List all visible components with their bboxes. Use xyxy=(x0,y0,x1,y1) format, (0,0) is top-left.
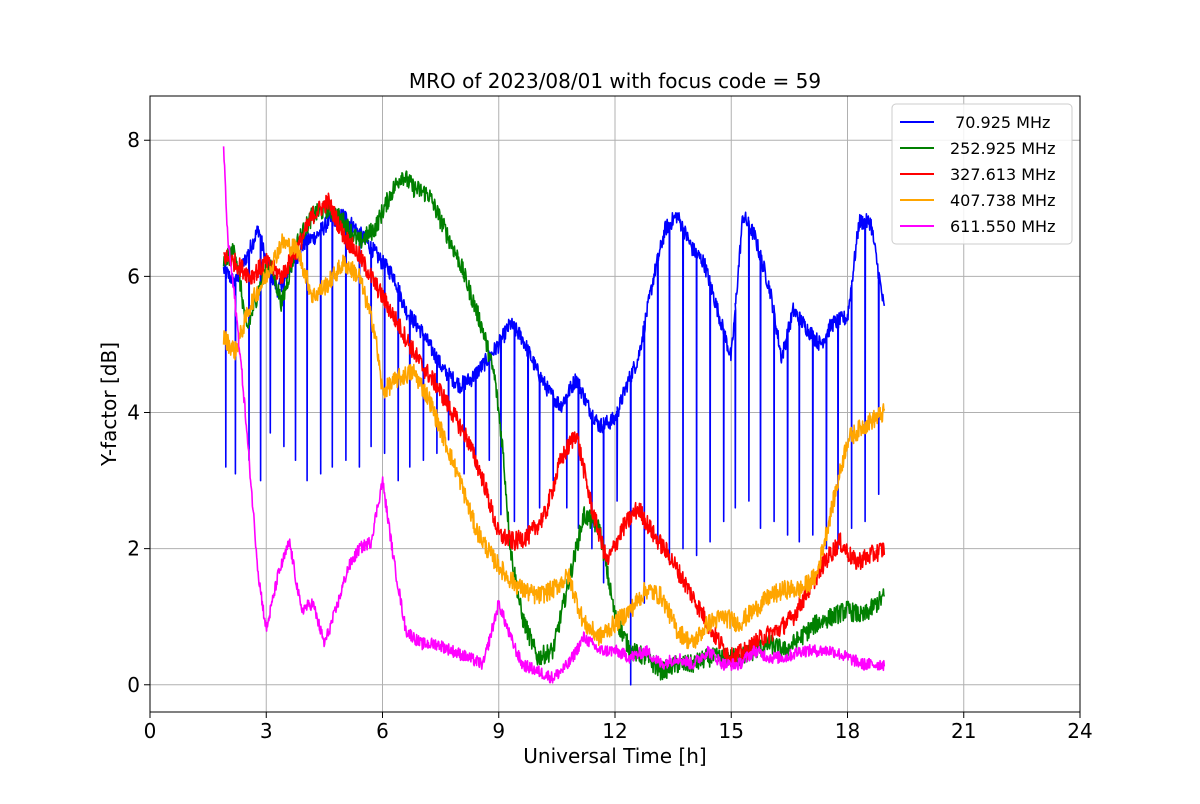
y-tick-label: 6 xyxy=(127,264,140,288)
x-tick-label: 12 xyxy=(602,719,627,743)
legend-label-2: 327.613 MHz xyxy=(950,165,1055,184)
legend-label-0: 70.925 MHz xyxy=(950,113,1050,132)
legend-box xyxy=(891,103,1073,245)
x-tick-label: 18 xyxy=(835,719,860,743)
legend-label-4: 611.550 MHz xyxy=(950,217,1055,236)
y-tick-label: 8 xyxy=(127,128,140,152)
x-tick-label: 24 xyxy=(1067,719,1092,743)
x-tick-label: 6 xyxy=(376,719,389,743)
legend-label-1: 252.925 MHz xyxy=(950,139,1055,158)
x-tick-label: 3 xyxy=(260,719,273,743)
x-tick-label: 9 xyxy=(492,719,505,743)
series-line-4 xyxy=(222,146,886,684)
x-axis-label: Universal Time [h] xyxy=(523,744,706,768)
y-axis-label: Y-factor [dB] xyxy=(97,342,121,467)
legend: 70.925 MHz 252.925 MHz 327.613 MHz 407.738 … xyxy=(891,103,1073,245)
series-lines xyxy=(222,146,886,686)
series-line-3 xyxy=(222,233,886,650)
x-tick-label: 15 xyxy=(719,719,744,743)
chart-title: MRO of 2023/08/01 with focus code = 59 xyxy=(409,69,821,93)
x-tick-label: 21 xyxy=(951,719,976,743)
legend-label-3: 407.738 MHz xyxy=(950,191,1055,210)
series-line-2 xyxy=(223,192,886,668)
y-tick-label: 0 xyxy=(127,673,140,697)
y-tick-label: 4 xyxy=(127,401,140,425)
x-tick-label: 0 xyxy=(144,719,157,743)
y-tick-label: 2 xyxy=(127,537,140,561)
